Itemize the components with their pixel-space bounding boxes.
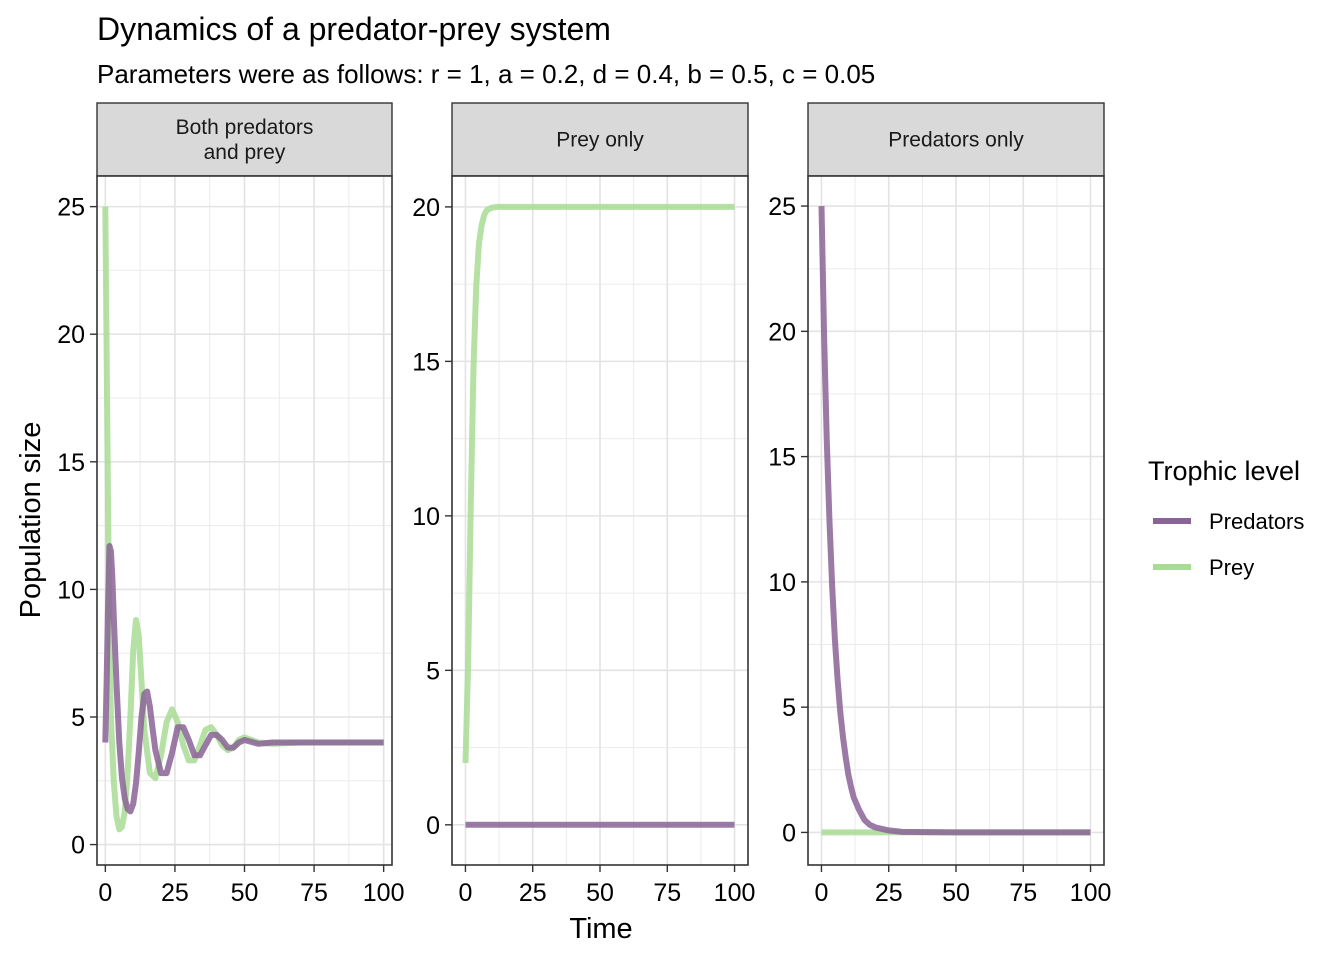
x-tick-label: 50 — [586, 879, 614, 907]
y-tick-label: 5 — [71, 704, 85, 732]
y-tick-label: 15 — [768, 444, 796, 472]
x-tick-label: 100 — [1070, 879, 1112, 907]
panel-border — [451, 175, 749, 866]
x-tick-label: 75 — [653, 879, 681, 907]
y-tick-label: 15 — [412, 348, 440, 376]
facet-strip — [807, 102, 1105, 177]
chart-title: Dynamics of a predator-prey system — [97, 11, 611, 47]
x-tick-label: 100 — [714, 879, 756, 907]
y-tick-label: 20 — [57, 321, 85, 349]
facet-strip-label: Both predators — [176, 116, 314, 139]
x-tick-label: 50 — [942, 879, 970, 907]
legend: Trophic level Predators Prey — [1148, 456, 1304, 580]
facet-strip-label: Prey only — [556, 129, 644, 152]
facet-strip-label: and prey — [204, 141, 286, 164]
series-line-predators — [102, 543, 384, 815]
y-tick-label: 5 — [426, 657, 440, 685]
y-tick-label: 25 — [768, 193, 796, 221]
facet-strip-label: Predators only — [888, 129, 1024, 152]
legend-title: Trophic level — [1148, 456, 1300, 486]
legend-label-predators: Predators — [1209, 509, 1304, 534]
y-tick-label: 10 — [57, 576, 85, 604]
x-tick-label: 0 — [815, 879, 829, 907]
x-tick-label: 25 — [875, 879, 903, 907]
chart-subtitle: Parameters were as follows: r = 1, a = 0… — [97, 59, 875, 89]
facet-strip — [96, 102, 393, 177]
y-tick-label: 20 — [768, 318, 796, 346]
x-tick-label: 75 — [300, 879, 328, 907]
facet-panel-3: Predators only 0 25 50 75 100 0 5 10 15 20 25 — [768, 102, 1112, 907]
series-line-predators — [818, 206, 1091, 836]
y-tick-label: 5 — [782, 694, 796, 722]
legend-label-prey: Prey — [1209, 555, 1254, 580]
x-axis-title: Time — [569, 913, 632, 945]
y-tick-label: 25 — [57, 194, 85, 222]
panel-border — [96, 175, 393, 866]
x-tick-label: 0 — [459, 879, 473, 907]
y-tick-label: 10 — [412, 503, 440, 531]
y-axis-title: Population size — [15, 422, 47, 619]
x-tick-label: 50 — [231, 879, 259, 907]
facet-strip — [451, 102, 749, 177]
x-tick-label: 0 — [98, 879, 112, 907]
y-tick-label: 20 — [412, 194, 440, 222]
x-tick-label: 25 — [519, 879, 547, 907]
panel-border — [807, 175, 1105, 866]
y-tick-label: 10 — [768, 569, 796, 597]
y-tick-label: 15 — [57, 449, 85, 477]
x-tick-label: 75 — [1009, 879, 1037, 907]
x-tick-label: 25 — [161, 879, 189, 907]
y-tick-label: 0 — [782, 819, 796, 847]
y-tick-label: 0 — [71, 832, 85, 860]
series-line-prey — [462, 203, 735, 764]
x-tick-label: 100 — [363, 879, 405, 907]
y-tick-label: 0 — [426, 812, 440, 840]
facet-panel-2: Prey only 0 25 50 75 100 0 5 10 15 20 — [412, 102, 756, 907]
